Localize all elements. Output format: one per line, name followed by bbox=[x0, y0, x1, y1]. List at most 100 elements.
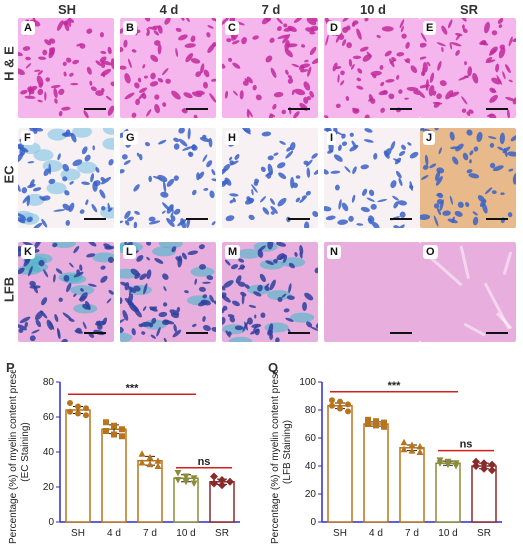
x-tick-label: 4 d bbox=[107, 528, 121, 539]
y-tick-label: 60 bbox=[43, 412, 55, 423]
panel-letter: H bbox=[225, 131, 239, 145]
data-point bbox=[67, 400, 73, 406]
data-point bbox=[345, 401, 351, 408]
row-header-lfb: LFB bbox=[1, 276, 17, 303]
y-tick-label: 40 bbox=[43, 447, 55, 458]
data-point bbox=[472, 462, 480, 470]
data-point bbox=[480, 459, 488, 468]
bar-4d bbox=[101, 428, 127, 523]
y-axis-label: Percentage (%) of myelin content present bbox=[8, 370, 19, 544]
y-axis-label-sub: (LFB Staining) bbox=[282, 420, 293, 484]
data-point bbox=[190, 475, 198, 482]
column-header-sh: SH bbox=[57, 2, 77, 17]
chart-q-lfb-staining: Percentage (%) of myelin content present… bbox=[270, 370, 502, 544]
data-point bbox=[488, 460, 496, 469]
data-point bbox=[480, 464, 488, 473]
x-tick-label: 7 d bbox=[405, 528, 419, 539]
x-tick-label: 7 d bbox=[143, 528, 157, 539]
panel-letter: M bbox=[225, 245, 241, 259]
data-point bbox=[154, 462, 162, 469]
scale-bar bbox=[186, 332, 208, 334]
data-point bbox=[226, 477, 234, 486]
bar-sr bbox=[471, 465, 497, 523]
data-point bbox=[190, 480, 198, 487]
scale-bar bbox=[486, 108, 508, 110]
data-point bbox=[329, 397, 335, 404]
significance-label: *** bbox=[126, 382, 140, 394]
scale-bar bbox=[84, 108, 106, 110]
panel-letter: O bbox=[423, 245, 438, 259]
bar-sh bbox=[327, 405, 353, 523]
data-point bbox=[408, 441, 416, 448]
data-point bbox=[103, 428, 109, 434]
scale-bar bbox=[186, 108, 208, 110]
data-point bbox=[210, 472, 218, 481]
data-point bbox=[138, 450, 146, 457]
x-tick-label: SR bbox=[477, 528, 491, 539]
bar-7d bbox=[137, 460, 163, 523]
data-point bbox=[138, 459, 146, 466]
data-point bbox=[83, 412, 89, 419]
data-point bbox=[218, 481, 226, 490]
y-tick-label: 80 bbox=[305, 405, 317, 416]
data-point bbox=[365, 416, 371, 423]
y-tick-label: 20 bbox=[43, 482, 55, 493]
scale-bar bbox=[390, 332, 412, 334]
row-header-he: H & E bbox=[1, 46, 17, 81]
panel-letter: B bbox=[123, 21, 137, 35]
data-point bbox=[182, 478, 190, 486]
micrograph-panel-m: M bbox=[222, 242, 318, 342]
scale-bar bbox=[288, 108, 310, 110]
y-axis-label: Percentage (%) of myelin content present bbox=[270, 370, 281, 544]
row-header-ec: EC bbox=[1, 165, 17, 184]
data-point bbox=[452, 463, 460, 470]
panel-letter: F bbox=[21, 131, 34, 145]
data-point bbox=[345, 408, 351, 415]
panel-letter: J bbox=[423, 131, 436, 145]
x-tick-label: 10 d bbox=[438, 528, 457, 539]
micrograph-panel-l: L bbox=[120, 242, 216, 342]
micrograph-panel-j: J bbox=[420, 128, 516, 228]
data-point bbox=[111, 431, 117, 438]
scale-bar bbox=[486, 218, 508, 220]
scale-bar bbox=[186, 218, 208, 220]
data-point bbox=[67, 408, 73, 415]
micrograph-panel-e: E bbox=[420, 18, 516, 118]
x-tick-label: SR bbox=[215, 528, 229, 539]
micrograph-panel-f: F bbox=[18, 128, 114, 228]
data-point bbox=[111, 422, 117, 429]
data-point bbox=[174, 470, 182, 477]
panel-letter: I bbox=[327, 131, 337, 145]
scale-bar bbox=[390, 218, 412, 220]
data-point bbox=[146, 460, 154, 468]
chart-p-letter: P bbox=[6, 360, 15, 375]
x-tick-label: 10 d bbox=[176, 528, 195, 539]
bar-sh bbox=[65, 409, 91, 523]
data-point bbox=[103, 419, 109, 426]
data-point bbox=[337, 405, 343, 412]
micrograph-panel-b: B bbox=[120, 18, 216, 118]
y-tick-label: 40 bbox=[305, 461, 317, 472]
panel-letter: A bbox=[21, 21, 35, 35]
scale-bar bbox=[486, 332, 508, 334]
micrograph-panel-n: N bbox=[324, 242, 420, 342]
panel-letter: N bbox=[327, 245, 341, 259]
data-point bbox=[416, 442, 424, 450]
data-point bbox=[444, 461, 452, 469]
bar-4d bbox=[363, 423, 389, 523]
micrograph-panel-g: G bbox=[120, 128, 216, 228]
x-tick-label: SH bbox=[71, 528, 85, 539]
panel-letter: C bbox=[225, 21, 239, 35]
data-point bbox=[408, 447, 416, 454]
y-tick-label: 100 bbox=[299, 377, 316, 388]
column-header-10d: 10 d bbox=[359, 2, 386, 17]
bar-7d bbox=[399, 447, 425, 523]
data-point bbox=[337, 398, 343, 405]
data-point bbox=[182, 473, 190, 480]
y-tick-label: 20 bbox=[305, 489, 317, 500]
y-axis-label-sub: (EC Staining) bbox=[20, 422, 31, 481]
data-point bbox=[436, 460, 444, 467]
data-point bbox=[146, 453, 154, 461]
data-point bbox=[75, 410, 81, 417]
data-point bbox=[75, 403, 81, 410]
